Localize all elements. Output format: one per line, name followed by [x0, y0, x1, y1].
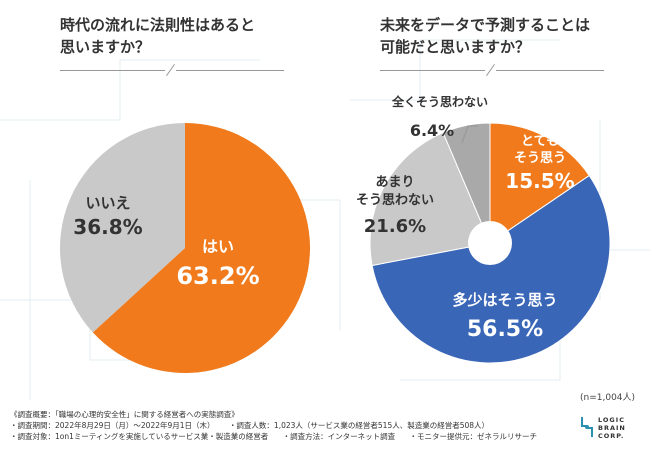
footnote-target: ・調査対象：1on1ミーティングを実施しているサービス業・製造業の経営者: [10, 432, 269, 441]
q2-label-strongly-agree-line1: とても: [521, 134, 559, 149]
q2-slice-1: [371, 174, 611, 364]
sample-size: (n=1,004人): [580, 393, 636, 403]
q2-label-somewhat-agree: 多少はそう思う: [452, 291, 557, 309]
q1-slice-0: [92, 123, 310, 373]
logo-line1: LOGIC: [598, 416, 625, 424]
question1-title-line1: 時代の流れに法則性はあると: [60, 16, 256, 34]
q1-label-no: いいえ: [85, 194, 130, 212]
question1-rule-left: [60, 70, 165, 71]
q1-label-yes: はい: [202, 237, 234, 256]
logicbrain-logo: LOGIC BRAIN CORP.: [578, 414, 648, 444]
q1-value-no: 36.8%: [73, 215, 142, 239]
q2-value-strongly-agree: 15.5%: [505, 169, 574, 193]
question1-title-line2: 思いますか？: [60, 38, 151, 56]
q2-value-disagree: 21.6%: [364, 216, 426, 237]
q2-label-strongly-agree-line2: そう思う: [514, 151, 566, 166]
question2-title-line1: 未来をデータで予測することは: [380, 16, 591, 34]
q1-value-yes: 63.2%: [176, 262, 259, 290]
footnote-method: ・調査方法：インターネット調査: [282, 432, 396, 441]
q2-slice-0: [489, 122, 590, 244]
q2-slice-2: [369, 131, 491, 267]
question2-rule-left: [380, 70, 485, 71]
q1-slice-1: [59, 123, 185, 333]
question1-title: 時代の流れに法則性はあると 思いますか？: [60, 14, 290, 58]
footnote-line2: ・調査期間：2022年8月29日（月）〜2022年9月1日（木） ・調査人数：1…: [10, 420, 549, 431]
logo-line2: BRAIN: [598, 424, 626, 432]
footnote-line3: ・調査対象：1on1ミーティングを実施しているサービス業・製造業の経営者 ・調査…: [10, 431, 549, 442]
footnote-period: ・調査期間：2022年8月29日（月）〜2022年9月1日（木）: [10, 421, 215, 430]
q2-value-somewhat-agree: 56.5%: [467, 317, 543, 342]
q2-donut-hole: [468, 221, 512, 265]
q2-label-disagree-line2: そう思わない: [356, 193, 434, 208]
q2-label-strongly-disagree: 全くそう思わない: [391, 94, 488, 109]
footnote-line1: 《調査概要：「職場の心理的安全性」に関する経営者への実態調査》: [10, 410, 239, 419]
logo-line3: CORP.: [598, 432, 625, 440]
logo-text: LOGIC BRAIN CORP.: [598, 416, 626, 440]
survey-footnote: 《調査概要：「職場の心理的安全性」に関する経営者への実態調査》 ・調査期間：20…: [10, 409, 549, 442]
logo-mark-icon: [581, 417, 593, 437]
footnote-provider: ・モニター提供元：ゼネラルリサーチ: [409, 432, 538, 441]
q2-label-disagree-line1: あまり: [375, 175, 414, 190]
question2-title-line2: 可能だと思いますか？: [380, 38, 531, 56]
question2-rule-right: [496, 70, 604, 71]
q2-value-strongly-disagree: 6.4%: [410, 121, 454, 140]
question1-rule-right: [176, 70, 284, 71]
q2-slice-3: [442, 122, 491, 244]
footnote-respondents: ・調査人数：1,023人（サービス業の経営者515人、製造業の経営者508人）: [228, 421, 490, 430]
question2-title: 未来をデータで予測することは 可能だと思いますか？: [380, 14, 630, 58]
q2-leader-line: [461, 125, 478, 144]
